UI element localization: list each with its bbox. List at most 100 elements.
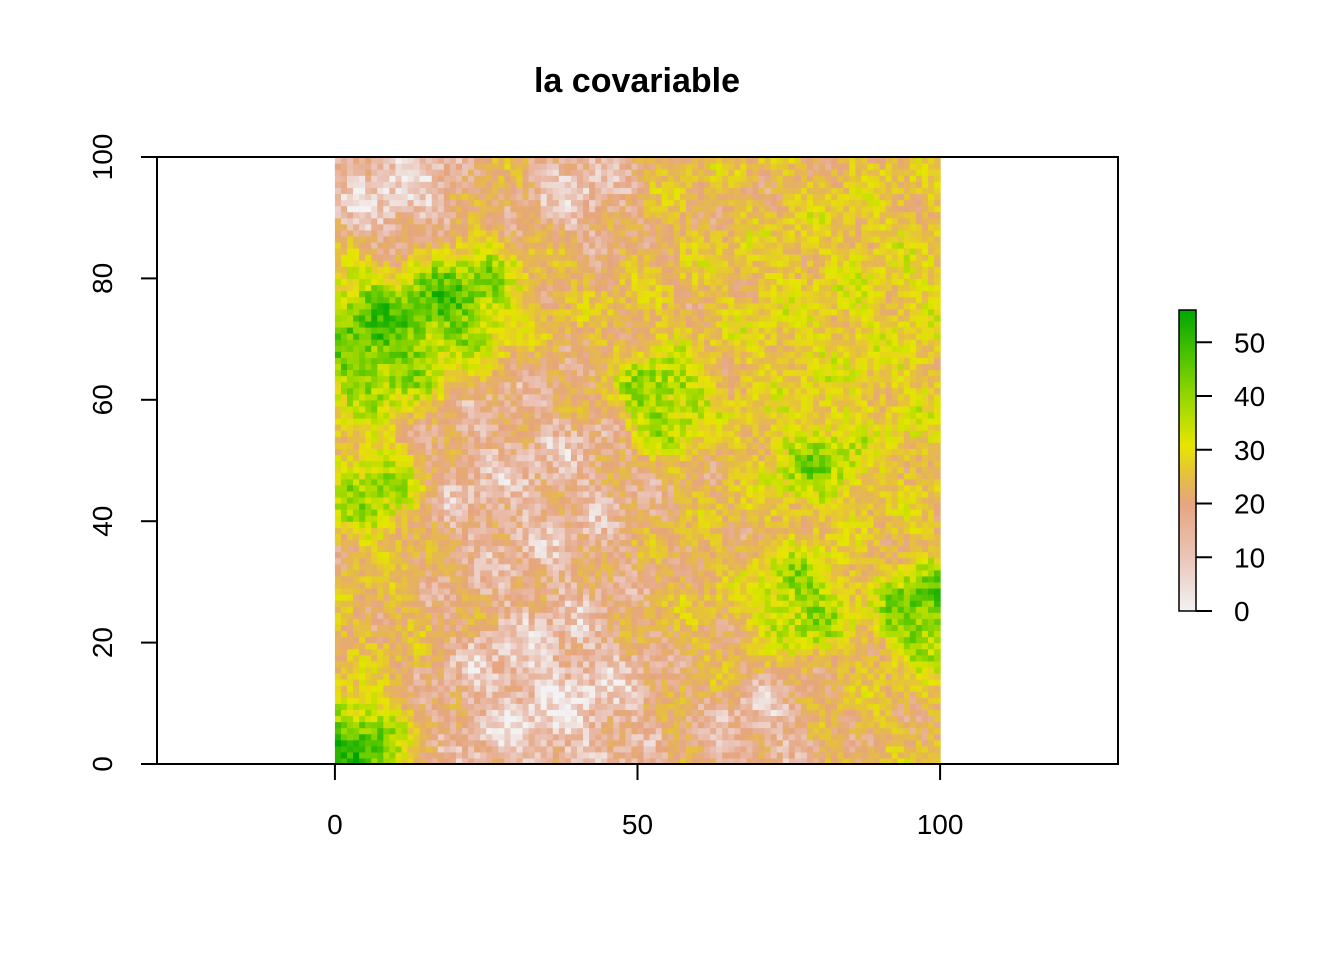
raster-cell xyxy=(764,502,772,510)
raster-cell xyxy=(921,703,929,710)
raster-cell xyxy=(903,551,911,559)
raster-cell xyxy=(522,600,530,607)
raster-cell xyxy=(480,666,487,674)
raster-cell xyxy=(474,490,481,498)
raster-cell xyxy=(722,751,729,759)
raster-cell xyxy=(867,460,875,468)
raster-cell xyxy=(837,484,844,492)
raster-cell xyxy=(449,587,457,595)
raster-cell xyxy=(897,751,905,759)
raster-cell xyxy=(431,691,439,698)
raster-cell xyxy=(915,557,923,565)
raster-cell xyxy=(673,521,681,528)
raster-cell xyxy=(468,594,475,601)
raster-cell xyxy=(710,709,717,717)
raster-cell xyxy=(855,606,863,613)
raster-cell xyxy=(552,575,560,583)
raster-cell xyxy=(589,660,596,668)
raster-cell xyxy=(637,751,645,759)
raster-cell xyxy=(498,466,505,474)
raster-cell xyxy=(837,679,844,686)
raster-cell xyxy=(873,672,881,680)
raster-cell xyxy=(486,618,493,625)
raster-cell xyxy=(419,715,427,723)
raster-cell xyxy=(806,648,814,656)
raster-cell xyxy=(595,612,602,619)
raster-cell xyxy=(353,697,360,704)
raster-cell xyxy=(340,600,348,607)
raster-cell xyxy=(655,691,663,698)
raster-cell xyxy=(861,484,869,492)
raster-cell xyxy=(831,612,838,619)
raster-cell xyxy=(583,606,590,613)
raster-cell xyxy=(831,478,838,486)
raster-cell xyxy=(776,569,784,577)
raster-cell xyxy=(601,466,608,474)
raster-cell xyxy=(340,509,348,516)
raster-cell xyxy=(655,581,663,589)
raster-cell xyxy=(831,581,838,589)
raster-cell xyxy=(740,606,748,613)
raster-cell xyxy=(510,587,518,595)
raster-cell xyxy=(486,727,493,735)
raster-cell xyxy=(776,490,784,498)
raster-cell xyxy=(552,527,560,534)
raster-cell xyxy=(661,727,669,735)
raster-cell xyxy=(691,484,699,492)
raster-cell xyxy=(819,642,826,650)
raster-cell xyxy=(819,612,826,619)
raster-cell xyxy=(401,502,409,510)
raster-cell xyxy=(655,502,663,510)
raster-cell xyxy=(873,630,881,638)
raster-cell xyxy=(770,660,778,668)
raster-cell xyxy=(419,521,427,528)
raster-cell xyxy=(825,575,832,583)
raster-cell xyxy=(359,509,366,516)
raster-cell xyxy=(468,757,475,765)
raster-cell xyxy=(607,515,614,522)
raster-cell xyxy=(873,666,881,674)
raster-cell xyxy=(776,666,784,674)
raster-cell xyxy=(813,563,820,571)
raster-cell xyxy=(564,666,572,674)
raster-cell xyxy=(746,654,754,662)
raster-cell xyxy=(552,630,560,638)
raster-cell xyxy=(365,654,372,662)
raster-cell xyxy=(667,600,675,607)
raster-cell xyxy=(927,521,935,528)
raster-cell xyxy=(468,515,475,522)
raster-cell xyxy=(425,666,433,674)
raster-cell xyxy=(673,594,681,601)
raster-cell xyxy=(716,630,723,638)
raster-cell xyxy=(504,600,512,607)
raster-cell xyxy=(522,569,530,577)
raster-cell xyxy=(613,600,620,607)
raster-cell xyxy=(691,490,699,498)
raster-cell xyxy=(492,569,499,577)
raster-cell xyxy=(437,715,445,723)
raster-cell xyxy=(377,757,384,765)
raster-cell xyxy=(637,709,645,717)
raster-cell xyxy=(679,685,687,692)
raster-cell xyxy=(728,587,735,595)
raster-cell xyxy=(449,727,457,735)
raster-cell xyxy=(570,557,578,565)
raster-cell xyxy=(589,685,596,692)
raster-cell xyxy=(510,685,518,692)
raster-cell xyxy=(540,642,548,650)
raster-cell xyxy=(897,539,905,547)
raster-cell xyxy=(510,521,518,528)
raster-cell xyxy=(915,551,923,559)
raster-cell xyxy=(667,594,675,601)
raster-cell xyxy=(353,666,360,674)
raster-cell xyxy=(794,715,802,723)
raster-cell xyxy=(873,721,881,729)
raster-cell xyxy=(383,575,390,583)
raster-cell xyxy=(371,490,378,498)
raster-cell xyxy=(480,618,487,625)
raster-cell xyxy=(474,594,481,601)
raster-cell xyxy=(752,685,760,692)
raster-cell xyxy=(383,606,390,613)
raster-cell xyxy=(813,551,820,559)
raster-cell xyxy=(764,600,772,607)
